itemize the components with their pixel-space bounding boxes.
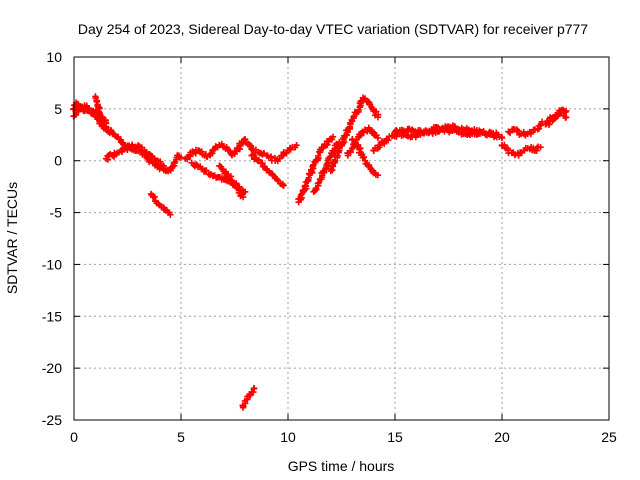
data-point — [349, 136, 356, 143]
data-point — [309, 161, 317, 169]
data-point — [385, 136, 392, 144]
data-point — [494, 131, 501, 138]
data-point — [167, 211, 174, 218]
y-axis-label: SDTVAR / TECUs — [4, 182, 20, 294]
y-tick-label: -10 — [42, 256, 62, 272]
y-tick-label: 5 — [54, 101, 62, 117]
data-point — [479, 129, 486, 136]
data-point — [242, 188, 249, 196]
data-point — [537, 144, 544, 151]
data-point — [102, 124, 110, 131]
data-point — [545, 121, 553, 128]
data-point — [374, 172, 382, 179]
series-trace-m — [327, 94, 382, 175]
x-tick-label: 25 — [601, 429, 617, 445]
series-trace-e — [147, 190, 174, 218]
series-trace-k — [295, 133, 337, 206]
x-axis-label: GPS time / hours — [288, 458, 395, 474]
data-point — [514, 127, 522, 135]
y-tick-label: 10 — [46, 49, 62, 65]
series-trace-r — [498, 141, 544, 159]
chart-title: Day 254 of 2023, Sidereal Day-to-day VTE… — [78, 21, 588, 37]
data-point — [498, 134, 506, 142]
y-tick-label: -15 — [42, 308, 62, 324]
data-point — [314, 152, 322, 160]
x-tick-label: 20 — [494, 429, 510, 445]
x-tick-labels: 0 5 10 15 20 25 — [70, 429, 617, 445]
series-trace-j — [239, 385, 258, 411]
data-point — [374, 134, 382, 142]
x-tick-label: 5 — [177, 429, 185, 445]
data-point — [203, 167, 210, 174]
series-trace-d — [102, 141, 168, 170]
series-trace-c — [92, 93, 110, 131]
grid — [74, 57, 609, 420]
series-trace-l — [310, 138, 343, 196]
y-tick-label: -20 — [42, 360, 62, 376]
data-point — [486, 128, 494, 136]
data-point — [374, 113, 382, 121]
data-point — [170, 159, 178, 167]
y-tick-labels: 10 5 0 -5 -10 -15 -20 -25 — [42, 49, 62, 428]
data-point — [70, 106, 77, 113]
x-tick-label: 0 — [70, 429, 78, 445]
x-tick-label: 15 — [387, 429, 403, 445]
data-point — [239, 193, 247, 201]
data-point — [189, 148, 196, 155]
data-point — [177, 154, 185, 161]
series-trace-q — [391, 122, 501, 139]
data-point — [329, 133, 337, 141]
data-point — [157, 158, 164, 165]
series-trace-t — [545, 106, 570, 128]
data-point — [249, 151, 257, 158]
y-tick-label: 0 — [54, 153, 62, 169]
series-trace-h — [216, 162, 249, 196]
data-point — [315, 179, 323, 186]
data-point — [250, 385, 257, 393]
data-point — [241, 135, 249, 143]
data-point — [160, 162, 168, 170]
series-trace-i — [248, 151, 287, 189]
data-points — [70, 93, 570, 411]
data-point — [280, 182, 287, 189]
x-tick-label: 10 — [280, 429, 296, 445]
y-tick-label: -25 — [42, 412, 62, 428]
plot-frame — [73, 56, 610, 421]
series-trace-o — [349, 136, 382, 179]
data-point — [563, 113, 570, 121]
data-point — [372, 108, 380, 115]
data-point — [255, 156, 263, 164]
y-tick-label: -5 — [50, 205, 63, 221]
data-point — [293, 141, 300, 149]
